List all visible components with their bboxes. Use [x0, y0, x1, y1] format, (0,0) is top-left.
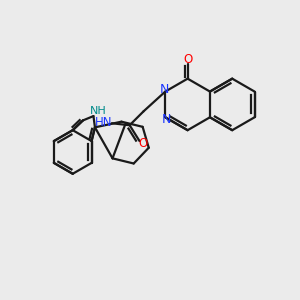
- Text: O: O: [183, 53, 192, 66]
- Text: N: N: [162, 113, 171, 126]
- Text: N: N: [160, 83, 169, 96]
- Text: O: O: [138, 136, 147, 150]
- Text: HN: HN: [95, 116, 112, 129]
- Text: NH: NH: [90, 106, 107, 116]
